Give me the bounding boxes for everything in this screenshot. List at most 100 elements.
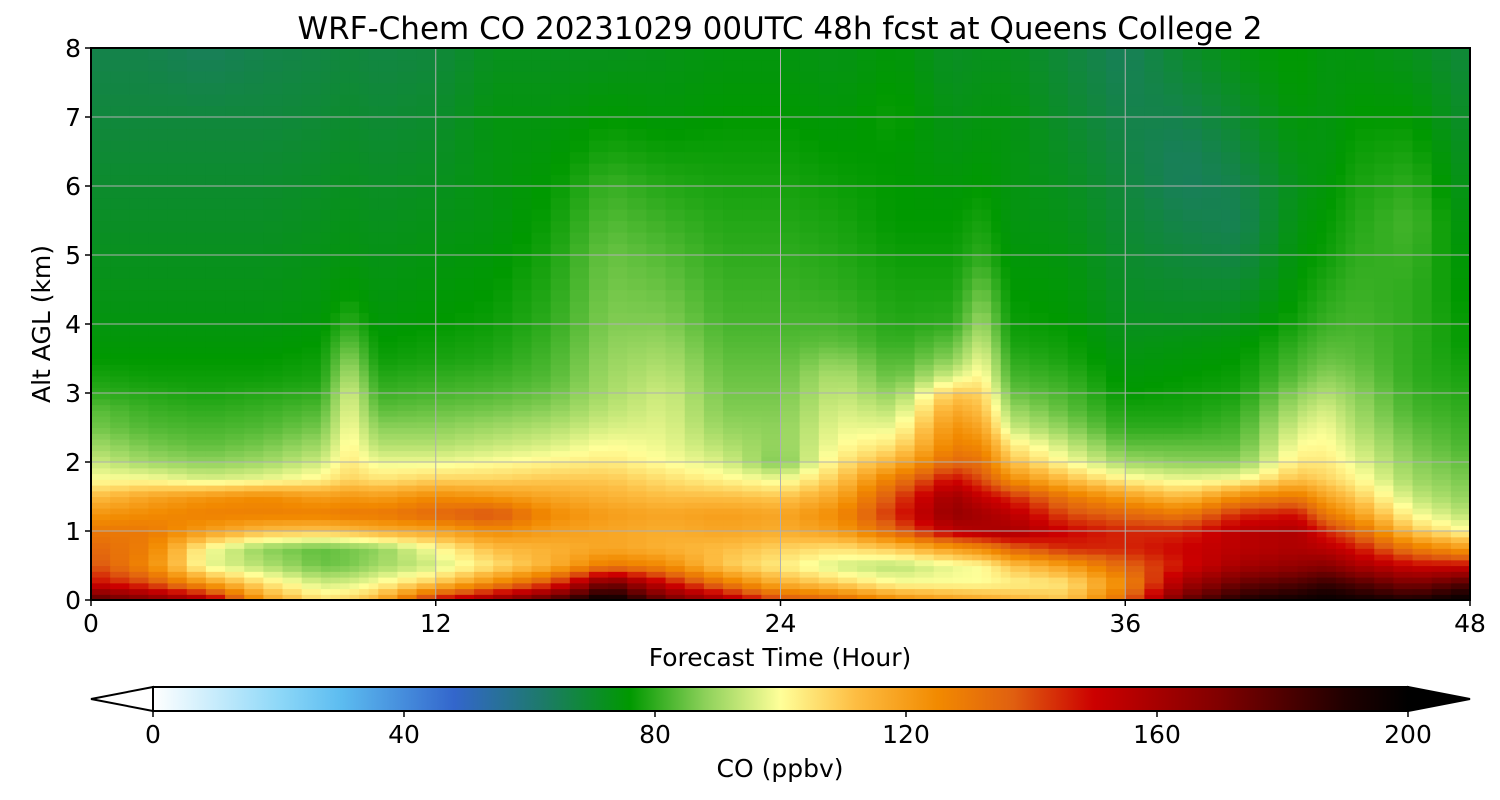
heatmap-cell — [1221, 358, 1241, 365]
heatmap-cell — [397, 450, 418, 457]
heatmap-cell — [512, 94, 533, 107]
heatmap-cell — [205, 341, 226, 348]
heatmap-cell — [454, 542, 475, 549]
heatmap-cell — [952, 456, 964, 463]
heatmap-cell — [1278, 209, 1299, 222]
heatmap-cell — [818, 209, 839, 222]
heatmap-cell — [110, 82, 130, 95]
heatmap-cell — [1259, 186, 1280, 199]
heatmap-cell — [895, 197, 916, 210]
heatmap-cell — [857, 266, 877, 279]
heatmap-cell — [876, 278, 897, 291]
heatmap-cell — [339, 347, 351, 354]
heatmap-cell — [512, 266, 533, 279]
heatmap-cell — [91, 467, 111, 475]
heatmap-cell — [962, 358, 973, 365]
heatmap-cell — [148, 335, 169, 342]
heatmap-cell — [665, 508, 686, 515]
heatmap-cell — [493, 255, 513, 268]
heatmap-cell — [1106, 554, 1126, 561]
heatmap-cell — [1010, 462, 1031, 469]
heatmap-cell — [550, 502, 571, 509]
heatmap-cell — [723, 186, 743, 199]
heatmap-cell — [876, 450, 897, 457]
heatmap-cell — [359, 554, 370, 561]
heatmap-cell — [167, 387, 188, 394]
heatmap-cell — [282, 398, 303, 406]
heatmap-cell — [1163, 404, 1184, 411]
heatmap-cell — [129, 151, 150, 164]
heatmap-cell — [454, 404, 475, 411]
heatmap-cell — [378, 456, 399, 463]
heatmap-cell — [205, 186, 226, 199]
heatmap-cell — [1106, 531, 1126, 538]
heatmap-cell — [780, 364, 801, 371]
heatmap-cell — [761, 525, 782, 532]
heatmap-cell — [1000, 479, 1011, 486]
heatmap-cell — [1221, 197, 1241, 210]
heatmap-cell — [454, 347, 475, 354]
heatmap-cell — [1086, 427, 1107, 434]
heatmap-cell — [1259, 301, 1280, 314]
heatmap-cell — [205, 519, 226, 526]
heatmap-cell — [1240, 59, 1260, 72]
heatmap-cell — [981, 163, 992, 176]
heatmap-cell — [244, 209, 264, 222]
heatmap-cell — [205, 462, 226, 469]
heatmap-cell — [608, 439, 628, 446]
heatmap-cell — [454, 289, 475, 302]
heatmap-cell — [225, 324, 245, 331]
heatmap-cell — [962, 467, 973, 475]
heatmap-cell — [167, 439, 188, 446]
heatmap-cell — [703, 364, 724, 371]
heatmap-cell — [550, 577, 571, 584]
heatmap-cell — [703, 278, 724, 291]
heatmap-cell — [1240, 479, 1260, 486]
heatmap-cell — [588, 582, 609, 590]
heatmap-cell — [349, 398, 360, 406]
heatmap-cell — [1182, 243, 1203, 256]
heatmap-cell — [1048, 335, 1069, 342]
heatmap-cell — [263, 128, 284, 141]
heatmap-cell — [378, 416, 399, 423]
heatmap-cell — [799, 128, 820, 141]
heatmap-cell — [263, 381, 284, 388]
heatmap-cell — [244, 565, 264, 572]
heatmap-cell — [818, 490, 839, 498]
heatmap-cell — [799, 479, 820, 486]
heatmap-cell — [339, 341, 351, 348]
heatmap-cell — [780, 554, 801, 561]
heatmap-cell — [1048, 312, 1069, 325]
heatmap-cell — [723, 554, 743, 561]
heatmap-cell — [397, 513, 418, 521]
heatmap-cell — [742, 479, 762, 486]
heatmap-cell — [454, 588, 475, 595]
heatmap-cell — [608, 370, 628, 377]
heatmap-cell — [186, 82, 207, 95]
heatmap-cell — [1086, 444, 1107, 452]
heatmap-cell — [895, 421, 916, 429]
heatmap-cell — [1048, 370, 1069, 377]
heatmap-cell — [723, 381, 743, 388]
heatmap-cell — [435, 456, 456, 463]
heatmap-cell — [914, 197, 935, 210]
heatmap-cell — [320, 588, 332, 595]
heatmap-cell — [320, 433, 332, 440]
heatmap-cell — [962, 220, 973, 233]
heatmap-cell — [167, 508, 188, 515]
heatmap-cell — [646, 352, 667, 360]
heatmap-cell — [1067, 48, 1088, 61]
heatmap-cell — [1307, 582, 1318, 590]
heatmap-cell — [1182, 375, 1203, 383]
heatmap-cell — [512, 554, 533, 561]
heatmap-cell — [608, 404, 628, 411]
heatmap-cell — [435, 48, 456, 61]
heatmap-cell — [1259, 117, 1280, 130]
heatmap-cell — [320, 94, 332, 107]
heatmap-cell — [416, 577, 437, 584]
heatmap-cell — [952, 255, 964, 268]
heatmap-cell — [454, 416, 475, 423]
heatmap-cell — [1000, 232, 1011, 245]
heatmap-cell — [972, 393, 983, 400]
heatmap-cell — [339, 329, 351, 337]
